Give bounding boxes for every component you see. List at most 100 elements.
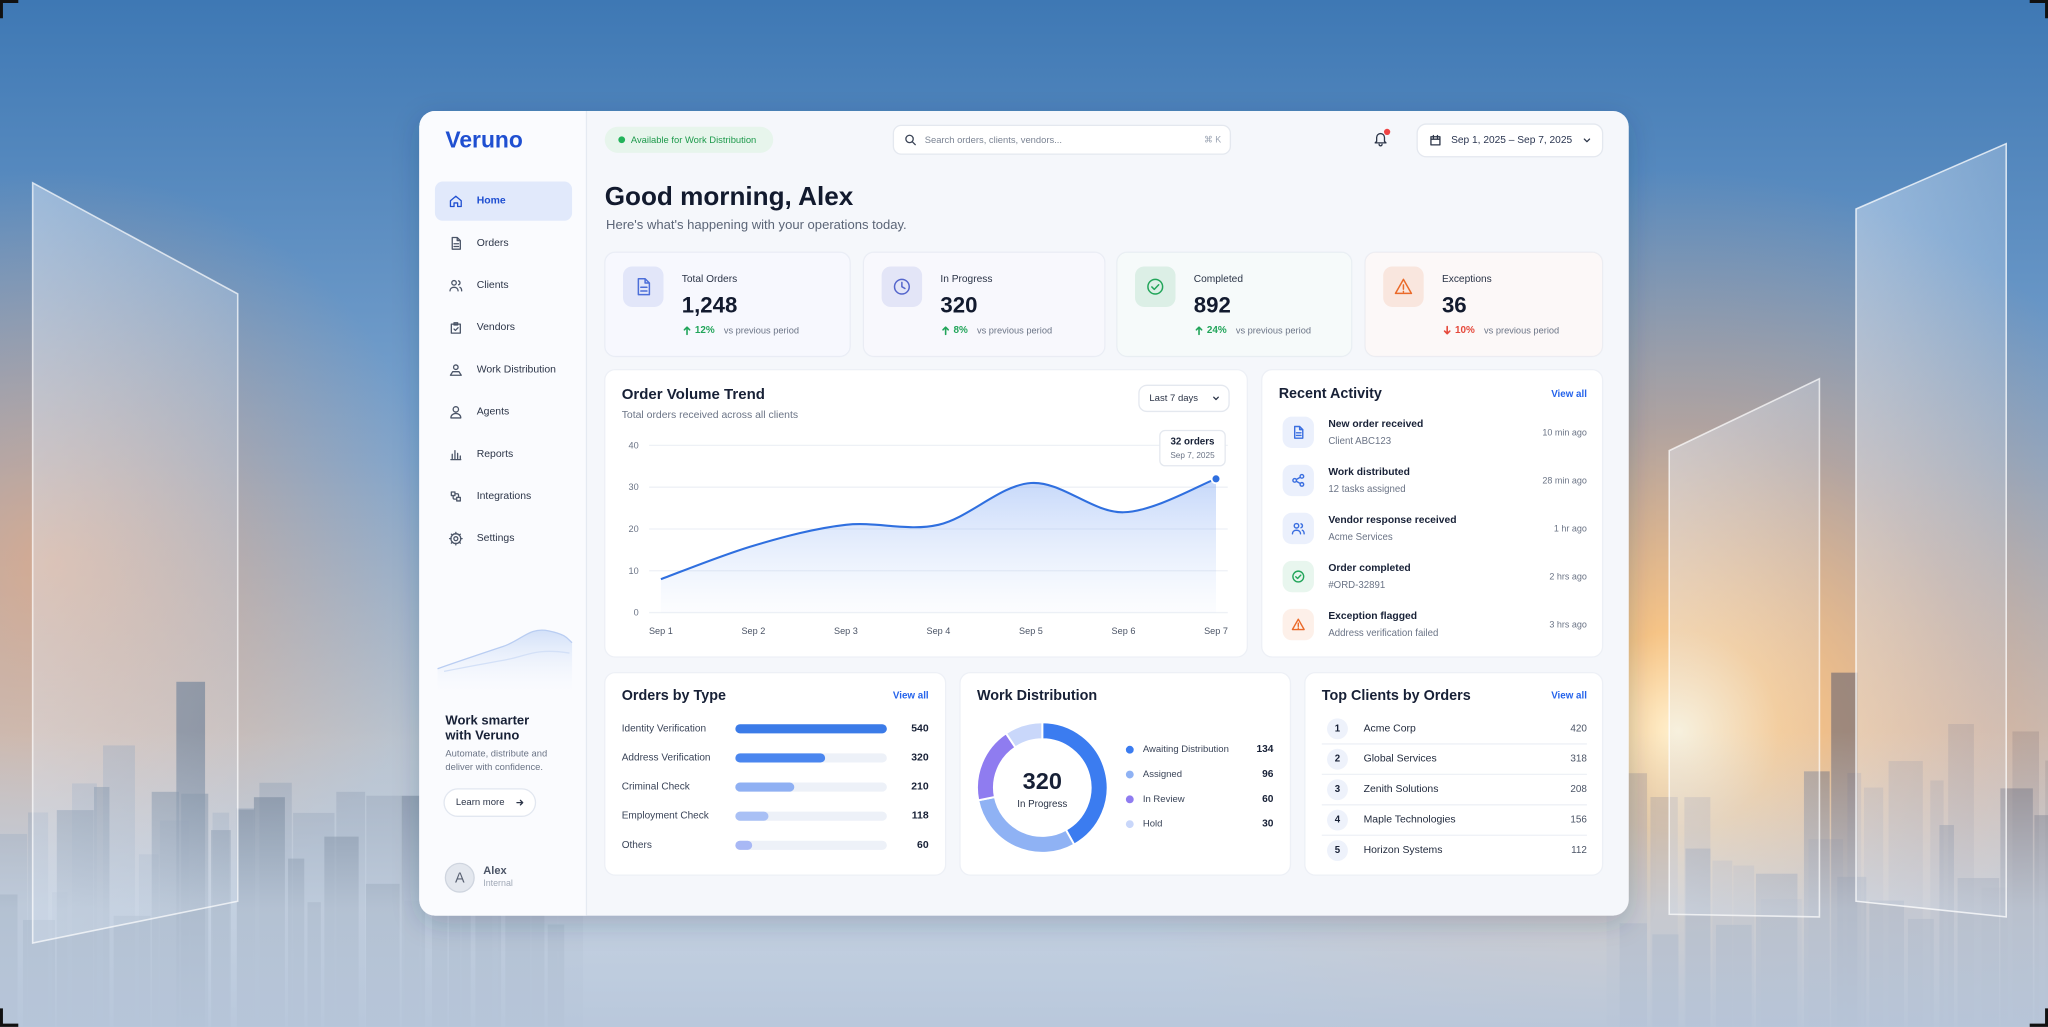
icon — [451, 492, 460, 501]
view-all-link[interactable]: View all — [1551, 389, 1587, 400]
activity-time: 1 hr ago — [1554, 523, 1587, 533]
chart-title: Orders by Type — [622, 688, 726, 704]
activity-icon-bg — [1282, 512, 1314, 545]
bar — [735, 782, 795, 792]
glass-panel — [1855, 142, 2007, 918]
donut-center-value: 320 — [1023, 768, 1062, 794]
icon — [1295, 426, 1303, 438]
date-range-picker[interactable] — [1416, 123, 1604, 158]
bar-track — [735, 811, 887, 821]
dropdown-label[interactable]: Last 7 days — [1149, 393, 1198, 404]
x-tick-label: Sep 5 — [1019, 626, 1043, 636]
y-tick-label: 20 — [629, 524, 639, 534]
icon — [1431, 136, 1440, 145]
bar — [735, 811, 769, 821]
rank-badge — [1327, 779, 1348, 801]
view-all-link[interactable]: View all — [893, 691, 929, 702]
nav-label[interactable]: Clients — [477, 280, 509, 291]
nav-label[interactable]: Reports — [477, 449, 514, 460]
search-box[interactable] — [892, 124, 1232, 155]
y-tick-label: 10 — [629, 566, 639, 576]
activity-title: New order received — [1328, 419, 1423, 430]
trend-line — [660, 477, 1217, 581]
chart-subtitle: Total orders received across all clients — [622, 410, 798, 421]
kpi-icon-bg — [1135, 266, 1176, 307]
tooltip-date: Sep 7, 2025 — [1170, 451, 1215, 460]
nav-label[interactable]: Agents — [477, 407, 510, 418]
kpi-note: vs previous period — [1236, 325, 1311, 335]
bar — [735, 724, 887, 734]
kpi-card — [1116, 251, 1353, 358]
nav-label[interactable]: Vendors — [477, 322, 515, 333]
search-placeholder[interactable]: Search orders, clients, vendors... — [925, 134, 1062, 145]
x-tick-label: Sep 2 — [741, 626, 765, 636]
icon — [517, 800, 523, 805]
legend-swatch — [1125, 795, 1134, 804]
button-label[interactable]: Learn more — [456, 797, 505, 808]
period-dropdown[interactable] — [1138, 384, 1230, 413]
nav-item[interactable] — [434, 181, 573, 221]
legend-swatch — [1125, 820, 1134, 829]
notifications-button[interactable] — [1368, 125, 1394, 151]
nav-label[interactable]: Integrations — [477, 491, 532, 502]
x-tick-label: Sep 1 — [649, 626, 673, 636]
view-all-link[interactable]: View all — [1551, 691, 1587, 702]
kpi-value: 1,248 — [682, 292, 738, 317]
activity-detail: #ORD-32891 — [1328, 580, 1385, 591]
icon — [450, 196, 461, 206]
nav-label[interactable]: Orders — [477, 238, 509, 249]
kpi-label: Total Orders — [682, 274, 737, 285]
legend-label: Awaiting Distribution — [1143, 744, 1229, 755]
icon — [1293, 475, 1304, 487]
kpi-value: 892 — [1194, 292, 1231, 317]
promo-wave-line — [437, 629, 573, 670]
user-name: Alex — [483, 865, 507, 877]
nav-label[interactable]: Work Distribution — [477, 364, 556, 375]
user-role: Internal — [483, 878, 513, 888]
kpi-label: Exceptions — [1442, 274, 1492, 285]
activity-card — [1261, 368, 1604, 658]
card-title: Top Clients by Orders — [1322, 688, 1471, 704]
avatar — [444, 862, 475, 893]
client-orders: 318 — [1570, 754, 1587, 765]
legend-value: 60 — [1262, 794, 1274, 805]
nav-label[interactable]: Settings — [477, 533, 515, 544]
kpi-change: 24% — [1207, 325, 1227, 336]
activity-detail: Acme Services — [1328, 532, 1393, 543]
date-range[interactable]: Sep 1, 2025 – Sep 7, 2025 — [1451, 135, 1572, 146]
legend-value: 30 — [1262, 819, 1274, 830]
client-rank: 5 — [1335, 845, 1341, 856]
brand-logo: Veruno — [445, 127, 522, 153]
legend-swatch — [1125, 745, 1134, 754]
kpi-note: vs previous period — [977, 325, 1052, 335]
trend-area — [660, 478, 1216, 613]
chart-card — [604, 671, 947, 876]
avatar-initial: A — [455, 870, 465, 886]
icon — [895, 279, 910, 294]
x-tick-label: Sep 6 — [1112, 626, 1136, 636]
status-dot — [618, 136, 626, 144]
legend-label: Hold — [1143, 819, 1163, 830]
icon — [450, 281, 462, 291]
text-line: deliver with confidence. — [445, 761, 543, 772]
y-tick-label: 30 — [629, 482, 639, 492]
tooltip-label: 32 orders — [1170, 437, 1215, 448]
icon — [1584, 139, 1589, 142]
bar-track — [735, 840, 887, 850]
status-text: Available for Work Distribution — [631, 134, 756, 145]
learn-more-button[interactable] — [443, 788, 537, 817]
y-tick-label: 40 — [629, 440, 639, 450]
promo-title: Work smarter with Veruno — [444, 712, 529, 742]
activity-time: 10 min ago — [1542, 427, 1587, 437]
kpi-card — [862, 251, 1106, 358]
icon — [1148, 279, 1163, 294]
client-rank: 1 — [1335, 723, 1341, 734]
client-name: Maple Technologies — [1364, 815, 1456, 826]
nav-label[interactable]: Home — [477, 196, 506, 207]
category-label: Identity Verification — [622, 723, 706, 734]
activity-time: 3 hrs ago — [1549, 620, 1587, 630]
text-line: Automate, distribute and — [445, 747, 547, 758]
rank-badge — [1327, 809, 1348, 831]
icon — [1375, 134, 1386, 146]
